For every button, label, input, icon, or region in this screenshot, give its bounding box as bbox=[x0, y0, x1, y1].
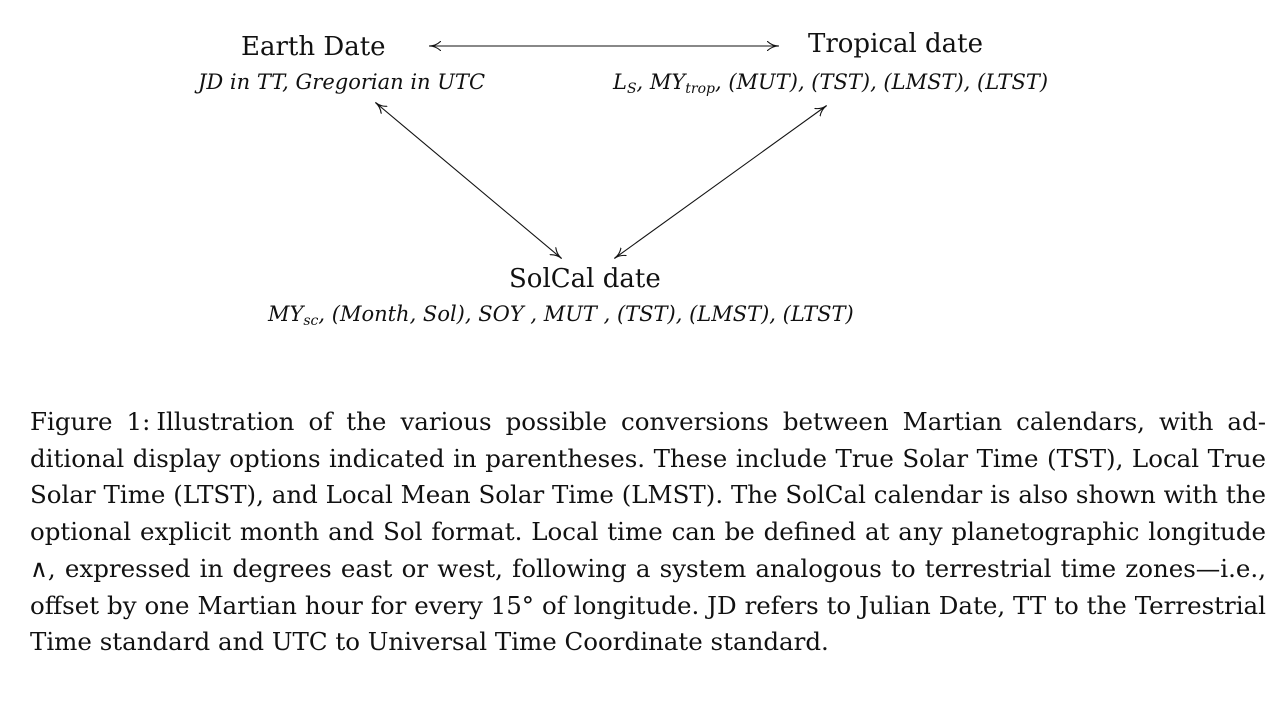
figure-caption: Figure 1: Illustration of the various pos… bbox=[30, 404, 1266, 661]
ls-symbol: L bbox=[613, 70, 627, 94]
my-symbol: MY bbox=[268, 302, 304, 326]
ls-subscript: S bbox=[626, 81, 637, 97]
tropical-subtitle-rest: , (MUT), (TST), (LMST), (LTST) bbox=[715, 70, 1049, 94]
my-subscript: trop bbox=[685, 81, 715, 97]
separator: , bbox=[636, 70, 650, 94]
node-earth-date-subtitle: JD in TT, Gregorian in UTC bbox=[198, 70, 486, 94]
figure-caption-text: Illustration of the various possible con… bbox=[30, 407, 1266, 657]
arrow-tropical-solcal bbox=[615, 106, 826, 258]
my-symbol: MY bbox=[649, 70, 686, 94]
solcal-subtitle-rest: , (Month, Sol), SOY , MUT , (TST), (LMST… bbox=[318, 302, 854, 326]
node-earth-date-title: Earth Date bbox=[241, 32, 386, 62]
node-tropical-date-title: Tropical date bbox=[808, 29, 984, 59]
node-solcal-date-title: SolCal date bbox=[509, 264, 661, 294]
node-solcal-date-subtitle: MYsc, (Month, Sol), SOY , MUT , (TST), (… bbox=[268, 302, 854, 329]
my-subscript: sc bbox=[303, 313, 319, 329]
figure-label: Figure 1: bbox=[30, 407, 151, 436]
node-tropical-date-subtitle: LS, MYtrop, (MUT), (TST), (LMST), (LTST) bbox=[613, 70, 1049, 97]
arrow-earth-solcal bbox=[376, 103, 561, 258]
